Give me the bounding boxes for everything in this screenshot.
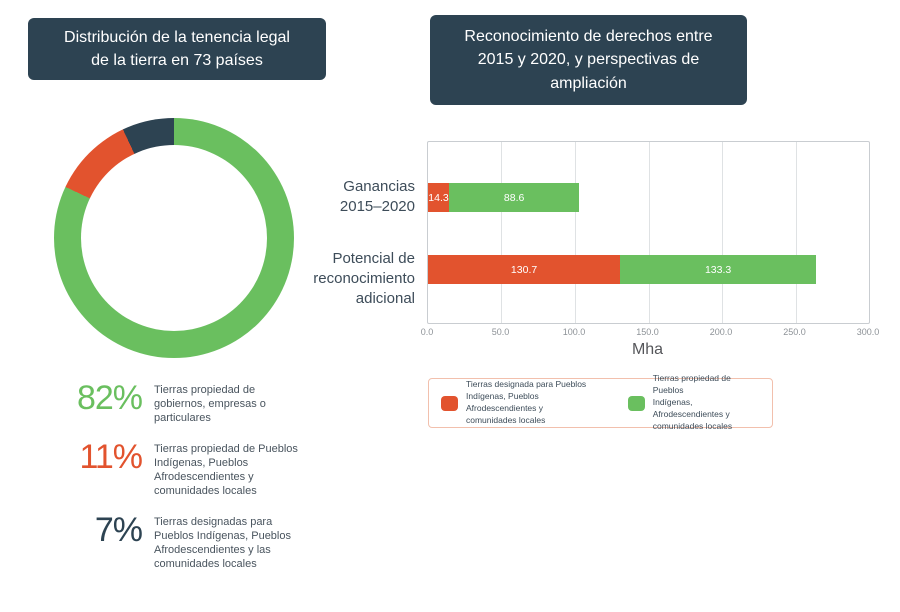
donut-hole <box>81 145 267 331</box>
bar-value-label: 133.3 <box>704 263 732 276</box>
donut-legend-description: Tierras designadas para Pueblos Indígena… <box>154 515 291 570</box>
bar-segment: 133.3 <box>620 255 817 284</box>
donut-legend-description: Tierras propiedad de Pueblos Indígenas, … <box>154 442 298 497</box>
bar-row: 130.7 133.3 <box>428 255 869 284</box>
donut-legend-percent: 82% <box>76 379 143 417</box>
bar-legend-text: Tierras designada para Pueblos Indígenas… <box>466 379 587 425</box>
donut-legend-description: Tierras propiedad de gobiernos, empresas… <box>154 384 266 424</box>
bar-legend-swatch <box>441 395 458 411</box>
bar-chart-plot: 14.3 88.6 130.7 133.3 <box>427 141 870 324</box>
bar-legend-swatch <box>627 395 645 411</box>
x-tick-label: 50.0 <box>491 327 510 337</box>
bar-row: 14.3 88.6 <box>428 183 869 212</box>
donut-chart <box>54 118 294 358</box>
gridline <box>574 142 576 323</box>
bar-value-label: 14.3 <box>428 191 449 204</box>
x-tick-label: 200.0 <box>709 327 733 337</box>
donut-legend-item: 11% Tierras propiedad de Pueblos Indígena… <box>64 437 298 499</box>
donut-legend-percent: 7% <box>94 510 143 549</box>
bar-row-label-ganancias: Ganancias 2015–2020 <box>339 178 415 215</box>
x-tick-label: 0.0 <box>420 327 434 337</box>
bar-chart-legend: Tierras designada para Pueblos Indígenas… <box>428 373 773 431</box>
x-axis-ticks: 0.0 50.0 100.0 150.0 200.0 250.0 300.0 <box>421 327 880 339</box>
bar-segment: 14.3 <box>428 183 450 212</box>
right-chart-title: Reconocimiento de derechos entre 2015 y … <box>430 15 747 105</box>
bar-segment: 130.7 <box>428 255 621 284</box>
x-tick-label: 150.0 <box>636 327 659 337</box>
x-axis-label: Mha <box>631 341 664 358</box>
bar-value-label: 130.7 <box>510 263 538 276</box>
bar-legend-entry: Tierras designada para Pueblos Indígenas… <box>441 379 604 427</box>
donut-legend-percent: 11% <box>79 437 143 476</box>
bar-row-label-potencial: Potencial de reconocimiento adicional <box>313 250 415 307</box>
donut-legend-item: 7% Tierras designadas para Pueblos Indíge… <box>64 510 298 572</box>
bar-legend-entry: Tierras propiedad de Pueblos Indígenas, … <box>627 373 760 432</box>
bar-legend-text: Tierras propiedad de Pueblos Indígenas, … <box>652 373 733 431</box>
gridline <box>721 142 723 323</box>
bar-value-label: 88.6 <box>503 191 525 204</box>
gridline <box>501 142 503 323</box>
bar-segment: 88.6 <box>449 183 580 212</box>
x-tick-label: 100.0 <box>562 327 586 337</box>
donut-legend-item: 82% Tierras propiedad de gobiernos, empre… <box>64 379 298 426</box>
x-tick-label: 300.0 <box>856 327 880 337</box>
donut-legend: 82% Tierras propiedad de gobiernos, empre… <box>64 379 298 572</box>
gridline <box>648 142 650 323</box>
gridline <box>795 142 797 323</box>
x-tick-label: 250.0 <box>783 327 806 337</box>
left-chart-title: Distribución de la tenencia legal de la … <box>28 18 326 80</box>
